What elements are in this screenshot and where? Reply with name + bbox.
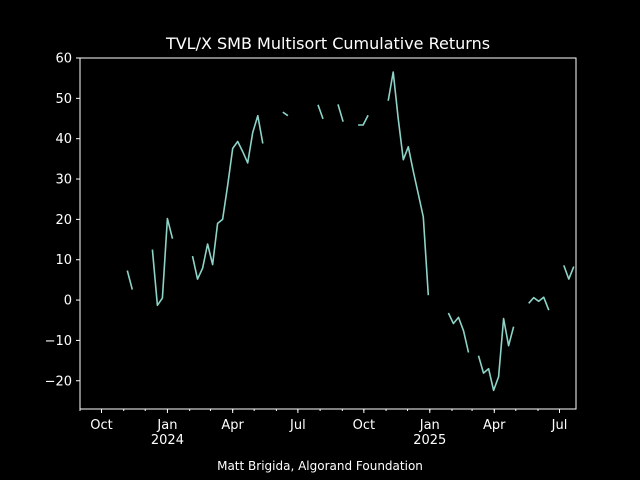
series-line-segment <box>126 270 134 290</box>
series-line-segment <box>447 312 470 353</box>
y-tick-label: −10 <box>45 334 72 349</box>
series-line-segment <box>563 265 575 280</box>
x-tick-label: Jan <box>419 418 440 433</box>
chart-title: TVL/X SMB Multisort Cumulative Returns <box>165 34 490 53</box>
series-line-segment <box>358 114 369 126</box>
y-tick-label: 60 <box>55 52 72 67</box>
series-line-segment <box>528 296 550 311</box>
y-tick-label: 30 <box>55 173 72 188</box>
series-line-segment <box>387 71 430 296</box>
x-tick-year-label: 2024 <box>151 433 184 448</box>
x-tick-label: Jul <box>551 418 568 433</box>
x-tick-label: Oct <box>353 418 375 433</box>
series-line-segment <box>151 217 174 307</box>
series-line-segment <box>337 104 344 122</box>
x-tick-label: Jul <box>289 418 306 433</box>
y-tick-label: 0 <box>64 294 72 309</box>
y-tick-label: 50 <box>55 92 72 107</box>
series-line-segment <box>191 114 264 280</box>
y-axis: 60 50 40 30 20 10 0 −10 −20 <box>45 52 80 389</box>
y-tick-label: 20 <box>55 213 72 228</box>
plot-lines <box>126 71 575 392</box>
y-tick-label: 40 <box>55 132 72 147</box>
chart-caption: Matt Brigida, Algorand Foundation <box>217 459 423 473</box>
y-tick-label: −20 <box>45 374 72 389</box>
x-tick-label: Jan <box>156 418 177 433</box>
x-tick-label: Oct <box>90 418 112 433</box>
x-tick-label: Apr <box>483 418 506 433</box>
series-line-segment <box>317 104 324 120</box>
x-tick-label: Apr <box>221 418 244 433</box>
plot-frame <box>79 57 577 410</box>
x-tick-year-label: 2025 <box>413 433 446 448</box>
series-line-segment <box>477 317 515 392</box>
series-line-segment <box>282 111 289 117</box>
y-tick-label: 10 <box>55 253 72 268</box>
